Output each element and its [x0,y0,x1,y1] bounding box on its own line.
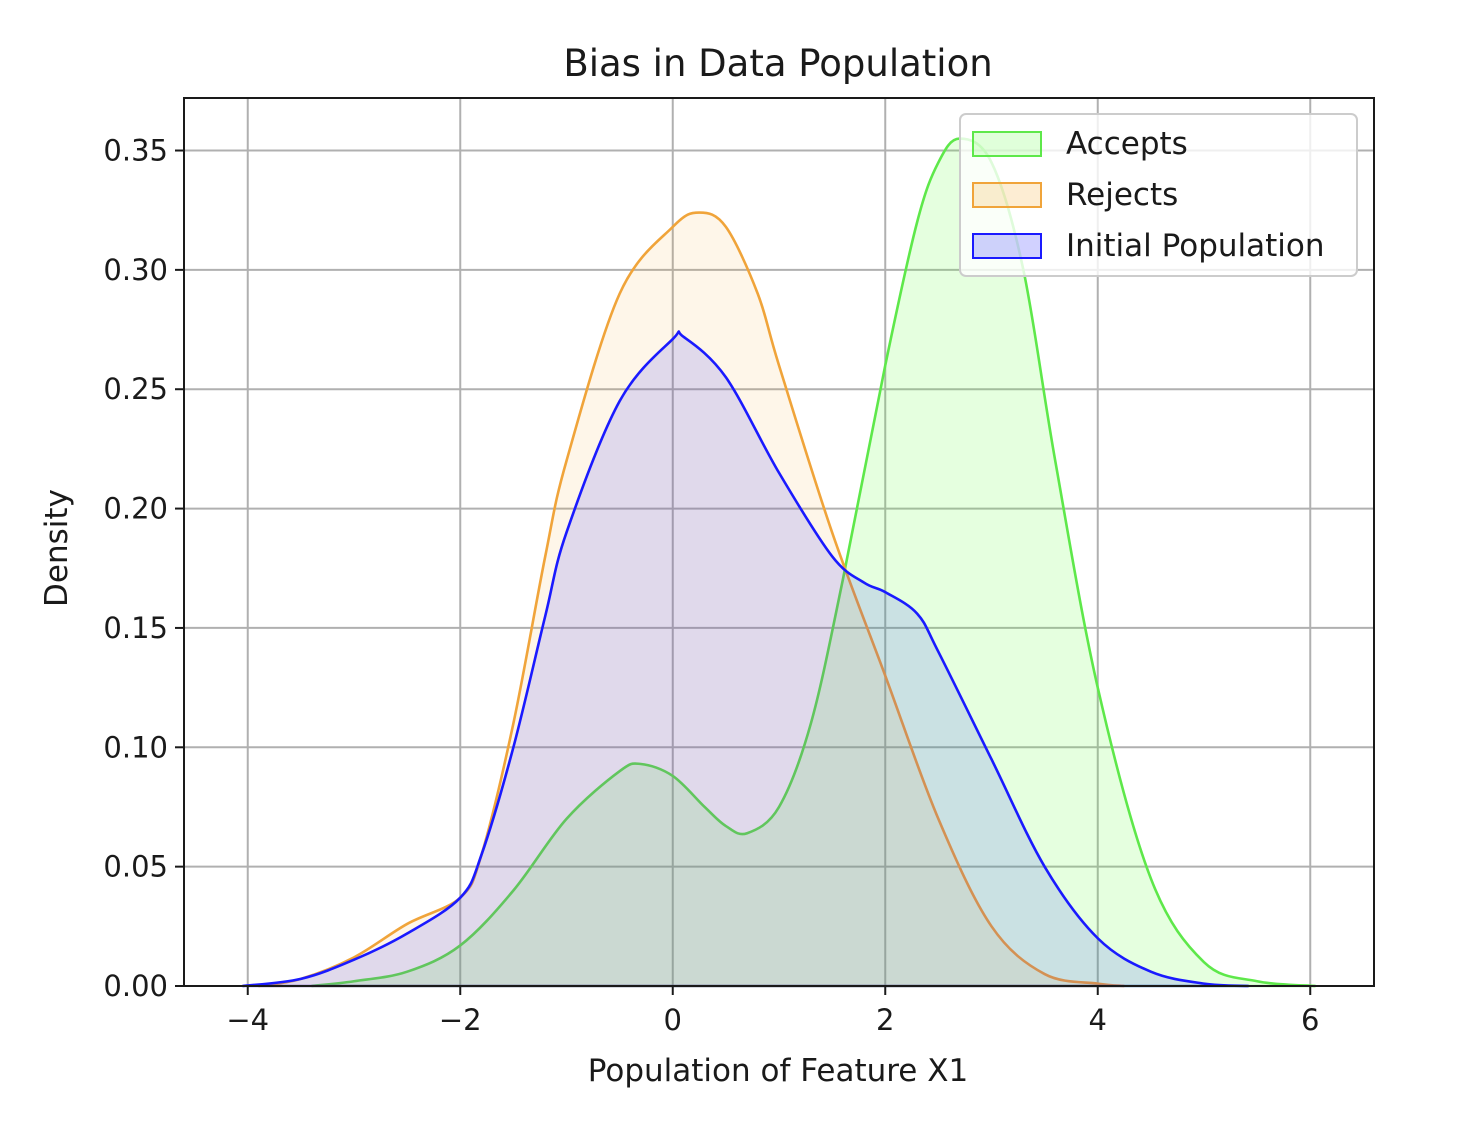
axis-ticks: −4 −2 0 2 4 6 0.00 0.05 0.10 0.15 0.20 0.25 0.30 0.35 [103,134,1319,1037]
legend-label-accepts: Accepts [1066,126,1188,162]
y-axis-label: Density [39,489,75,607]
y-tick-label: 0.30 [103,253,168,287]
legend-label-initial-population: Initial Population [1066,228,1325,264]
chart-title: Bias in Data Population [563,42,992,85]
x-tick-label: 0 [664,1003,682,1037]
y-tick-label: 0.10 [103,730,168,764]
y-tick-label: 0.35 [103,134,168,168]
legend-swatch-initial-population [972,233,1042,259]
x-tick-label: 2 [876,1003,894,1037]
legend-swatch-rejects [972,182,1042,208]
accepts-area [311,138,1316,986]
y-tick-label: 0.00 [103,969,168,1003]
legend: Accepts Rejects Initial Population [959,113,1358,277]
y-tick-label: 0.15 [103,611,168,645]
initial-population-line [242,330,1249,988]
y-tick-label: 0.20 [103,492,168,526]
rejects-area [258,212,1125,986]
x-tick-label: 4 [1089,1003,1107,1037]
initial-population-area [242,331,1249,986]
plot-frame [183,97,1375,987]
legend-swatch-accepts [972,131,1042,157]
grid [184,98,1374,987]
y-tick-label: 0.05 [103,850,168,884]
x-axis-label: Population of Feature X1 [588,1053,968,1089]
x-tick-label: −4 [226,1003,269,1037]
legend-label-rejects: Rejects [1066,177,1178,213]
x-tick-label: −2 [439,1003,482,1037]
x-tick-label: 6 [1301,1003,1319,1037]
accepts-line [311,137,1316,988]
y-tick-label: 0.25 [103,372,168,406]
legend-box [959,113,1358,277]
